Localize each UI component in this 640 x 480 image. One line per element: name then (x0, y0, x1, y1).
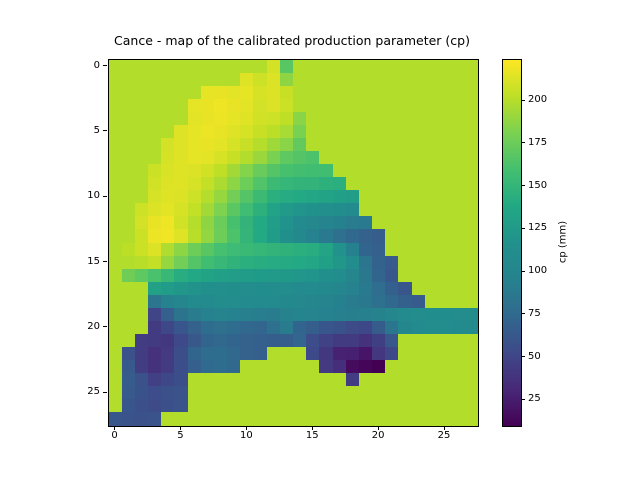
x-tick-mark (311, 425, 313, 430)
y-tick-mark (103, 261, 107, 263)
colorbar-tick-mark (520, 99, 525, 101)
colorbar-tick-mark (520, 142, 525, 144)
x-tick-mark (245, 425, 247, 430)
colorbar-tick-mark (520, 270, 525, 272)
y-tick-mark (103, 130, 107, 132)
y-tick-label: 0 (93, 59, 100, 71)
x-tick-label: 0 (111, 430, 118, 441)
colorbar-tick-label: 50 (528, 350, 541, 362)
colorbar-gradient (502, 59, 521, 426)
y-tick-label: 15 (87, 255, 100, 267)
y-tick-label: 20 (87, 320, 100, 332)
colorbar-tick-mark (520, 356, 525, 358)
x-tick-label: 15 (305, 430, 319, 441)
plot-title: Cance - map of the calibrated production… (114, 33, 470, 48)
y-tick-mark (103, 65, 107, 67)
y-tick-mark (103, 195, 107, 197)
colorbar-tick-mark (520, 398, 525, 400)
x-tick-label: 20 (371, 430, 385, 441)
colorbar-tick-mark (520, 227, 525, 229)
colorbar-tick-label: 75 (528, 307, 541, 319)
colorbar-tick-label: 125 (528, 222, 548, 234)
y-tick-label: 10 (87, 190, 100, 202)
x-tick-mark (114, 425, 116, 430)
y-tick-label: 25 (87, 386, 100, 398)
colorbar-tick-label: 175 (528, 136, 548, 148)
colorbar-tick-mark (520, 313, 525, 315)
x-tick-label: 25 (437, 430, 451, 441)
colorbar-label: cp (mm) (557, 220, 569, 264)
axes-frame (107, 58, 479, 427)
colorbar-tick-label: 100 (528, 265, 548, 277)
heatmap-canvas (108, 59, 478, 426)
colorbar-tick-label: 200 (528, 94, 548, 106)
colorbar-tick-label: 150 (528, 179, 548, 191)
y-tick-mark (103, 326, 107, 328)
x-tick-mark (377, 425, 379, 430)
colorbar-tick-label: 25 (528, 393, 541, 405)
colorbar-tick-mark (520, 185, 525, 187)
x-tick-label: 5 (177, 430, 184, 441)
x-tick-mark (443, 425, 445, 430)
y-tick-mark (103, 391, 107, 393)
x-tick-label: 10 (240, 430, 253, 441)
colorbar (501, 58, 522, 427)
x-tick-mark (179, 425, 181, 430)
y-tick-label: 5 (93, 124, 100, 136)
